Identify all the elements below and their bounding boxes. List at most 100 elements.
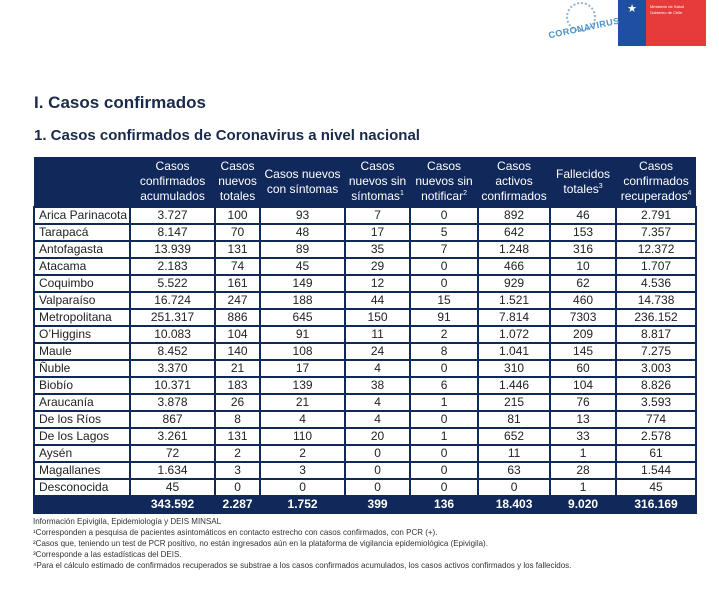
table-row: Coquimbo 5.522 161 149 12 0 929 62 4.536 (32, 274, 698, 293)
table-subtitle: 1. Casos confirmados de Coronavirus a ni… (34, 127, 420, 144)
cell-value: 8.826 (615, 376, 698, 395)
column-header-label: Casos confirmados recuperados (620, 159, 689, 203)
cell-value: 1 (409, 393, 480, 412)
cell-value: 17 (259, 359, 347, 378)
total-value: 9.020 (549, 495, 618, 514)
cell-value: 1.072 (477, 325, 552, 344)
cell-value: 0 (344, 444, 412, 463)
cell-value: 1.634 (129, 461, 217, 480)
cell-value: 10.083 (129, 325, 217, 344)
cell-value: 188 (259, 291, 347, 310)
cell-value: 1 (409, 427, 480, 446)
cell-value: 7303 (549, 308, 618, 327)
cell-value: 0 (409, 274, 480, 293)
cell-value: 33 (549, 427, 618, 446)
column-header-label: Fallecidos totales (556, 166, 611, 196)
cell-value: 13.939 (129, 240, 217, 259)
region-name: Ñuble (32, 359, 132, 378)
cell-value: 2.183 (129, 257, 217, 276)
cell-value: 652 (477, 427, 552, 446)
cell-value: 7.275 (615, 342, 698, 361)
header-logos: CORONAVIRUS ★ Ministerio de Salud Gobierno… (548, 0, 706, 46)
cell-value: 70 (214, 223, 262, 242)
cell-value: 3.727 (129, 206, 217, 225)
cell-value: 44 (344, 291, 412, 310)
footnote-marker: 3 (598, 182, 603, 190)
cell-value: 108 (259, 342, 347, 361)
table-row: Tarapacá 8.147 70 48 17 5 642 153 7.357 (32, 223, 698, 242)
total-row: 343.592 2.287 1.752 399 136 18.403 9.020 316.16… (32, 495, 698, 514)
cell-value: 100 (214, 206, 262, 225)
cell-value: 0 (409, 206, 480, 225)
cell-value: 0 (477, 478, 552, 497)
cell-value: 131 (214, 427, 262, 446)
total-value: 316.169 (615, 495, 698, 514)
cell-value: 104 (549, 376, 618, 395)
cell-value: 4.536 (615, 274, 698, 293)
total-value: 1.752 (259, 495, 347, 514)
cell-value: 0 (409, 410, 480, 429)
cell-value: 774 (615, 410, 698, 429)
cell-value: 62 (549, 274, 618, 293)
cell-value: 140 (214, 342, 262, 361)
cell-value: 81 (477, 410, 552, 429)
cell-value: 91 (409, 308, 480, 327)
cell-value: 642 (477, 223, 552, 242)
cell-value: 72 (129, 444, 217, 463)
cell-value: 76 (549, 393, 618, 412)
cell-value: 2.578 (615, 427, 698, 446)
cell-value: 645 (259, 308, 347, 327)
column-header: Casos confirmados acumulados (130, 157, 216, 207)
cell-value: 28 (549, 461, 618, 480)
cell-value: 6 (409, 376, 480, 395)
cell-value: 892 (477, 206, 552, 225)
total-value: 136 (409, 495, 480, 514)
footnote-marker: 2 (463, 190, 468, 197)
cell-value: 7 (344, 206, 412, 225)
main-content: Casos confirmados acumulados Casos nuevos… (32, 157, 698, 571)
total-value: 343.592 (129, 495, 217, 514)
region-name: Biobío (32, 376, 132, 395)
cell-value: 63 (477, 461, 552, 480)
region-name: Desconocida (32, 478, 132, 497)
region-name: Magallanes (32, 461, 132, 480)
ministry-name: Ministerio de Salud (650, 4, 685, 9)
ministry-wordmark: Ministerio de Salud Gobierno de Chile (646, 0, 706, 46)
cell-value: 20 (344, 427, 412, 446)
cell-value: 74 (214, 257, 262, 276)
cell-value: 1.248 (477, 240, 552, 259)
cell-value: 209 (549, 325, 618, 344)
region-name: Araucanía (32, 393, 132, 412)
cell-value: 8.147 (129, 223, 217, 242)
cell-value: 466 (477, 257, 552, 276)
cell-value: 10.371 (129, 376, 217, 395)
table-row: Antofagasta 13.939 131 89 35 7 1.248 316 12.372 (32, 240, 698, 259)
cell-value: 14.738 (615, 291, 698, 310)
cell-value: 5 (409, 223, 480, 242)
column-header-label: Casos confirmados acumulados (139, 159, 206, 203)
total-value: 2.287 (214, 495, 262, 514)
cell-value: 91 (259, 325, 347, 344)
footnote-marker: 1 (399, 190, 404, 197)
cell-value: 61 (615, 444, 698, 463)
cell-value: 89 (259, 240, 347, 259)
cell-value: 0 (214, 478, 262, 497)
cell-value: 316 (549, 240, 618, 259)
cell-value: 1.521 (477, 291, 552, 310)
cell-value: 17 (344, 223, 412, 242)
cell-value: 8.817 (615, 325, 698, 344)
region-name: Tarapacá (32, 223, 132, 242)
cell-value: 12.372 (615, 240, 698, 259)
region-name: Aysén (32, 444, 132, 463)
table-header-row: Casos confirmados acumulados Casos nuevos… (34, 157, 697, 207)
cell-value: 145 (549, 342, 618, 361)
cell-value: 3.370 (129, 359, 217, 378)
cell-value: 3.593 (615, 393, 698, 412)
column-header-label: Casos nuevos totales (218, 159, 257, 203)
table-row: Maule 8.452 140 108 24 8 1.041 145 7.275 (32, 342, 698, 361)
table-row: O’Higgins 10.083 104 91 11 2 1.072 209 8.817 (32, 325, 698, 344)
cell-value: 7 (409, 240, 480, 259)
cell-value: 1 (549, 478, 618, 497)
cell-value: 21 (259, 393, 347, 412)
table-row: De los Lagos 3.261 131 110 20 1 652 33 2.578 (32, 427, 698, 446)
